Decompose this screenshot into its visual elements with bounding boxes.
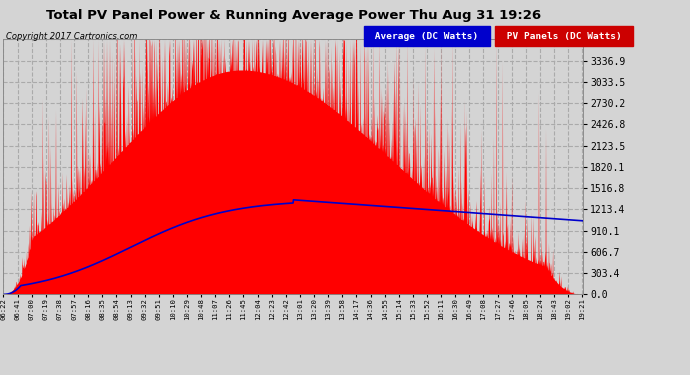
- Text: Average (DC Watts): Average (DC Watts): [369, 32, 484, 41]
- Text: PV Panels (DC Watts): PV Panels (DC Watts): [501, 32, 627, 41]
- Text: Copyright 2017 Cartronics.com: Copyright 2017 Cartronics.com: [6, 32, 137, 41]
- Text: Total PV Panel Power & Running Average Power Thu Aug 31 19:26: Total PV Panel Power & Running Average P…: [46, 9, 541, 22]
